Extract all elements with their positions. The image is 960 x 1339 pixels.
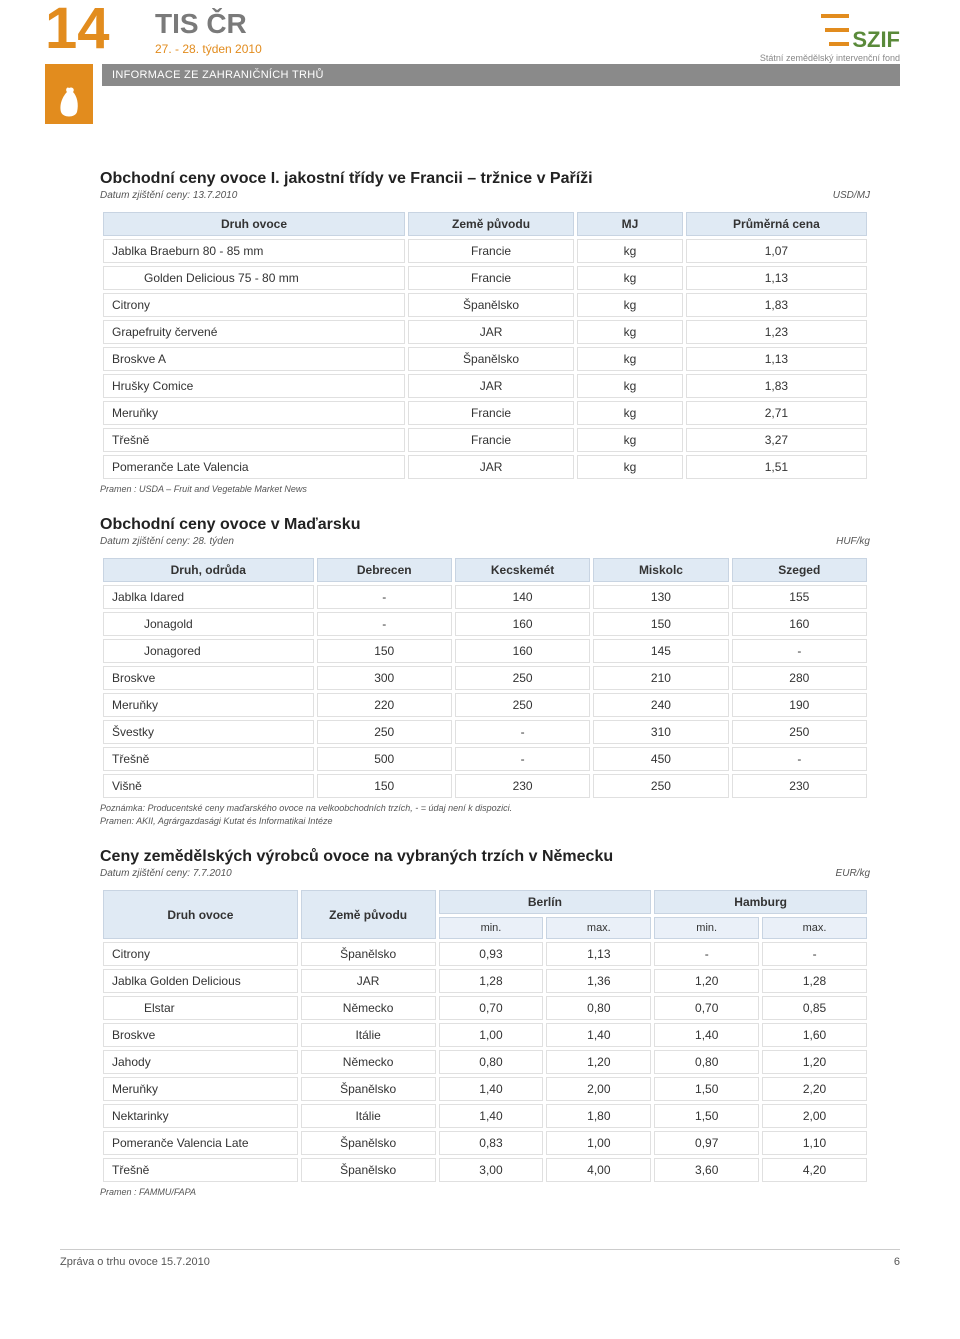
table3-title: Ceny zemědělských výrobců ovoce na vybra…: [100, 848, 870, 866]
table-subheader: max.: [762, 917, 867, 939]
table-row: Jablka Golden Delicious JAR 1,281,361,20…: [103, 969, 867, 993]
table1-source: Pramen : USDA – Fruit and Vegetable Mark…: [100, 484, 870, 496]
table-header: Země původu: [408, 212, 574, 236]
table-subheader: max.: [546, 917, 651, 939]
table-row: Citrony Španělsko 0,931,13--: [103, 942, 867, 966]
table2-title: Obchodní ceny ovoce v Maďarsku: [100, 516, 870, 534]
table1-date: Datum zjištění ceny: 13.7.2010: [100, 190, 237, 201]
footer-left: Zpráva o trhu ovoce 15.7.2010: [60, 1256, 210, 1268]
week-range: 27. - 28. týden 2010: [155, 42, 262, 56]
table-subheader: min.: [654, 917, 759, 939]
page-number: 14: [45, 0, 110, 58]
table-header: Szeged: [732, 558, 867, 582]
footer-page: 6: [894, 1256, 900, 1268]
table-subheader: min.: [439, 917, 544, 939]
table-row: Elstar Německo 0,700,800,700,85: [103, 996, 867, 1020]
table-header: Hamburg: [654, 890, 867, 914]
table3-date: Datum zjištění ceny: 7.7.2010: [100, 868, 232, 879]
table-row: Jablka Idared -140130155: [103, 585, 867, 609]
table-row: Jonagored 150160145-: [103, 639, 867, 663]
table3-source: Pramen : FAMMU/FAPA: [100, 1187, 870, 1199]
table-header: Země původu: [301, 890, 436, 939]
table-row: Třešně 500-450-: [103, 747, 867, 771]
table-row: Pomeranče Valencia Late Španělsko 0,831,…: [103, 1131, 867, 1155]
table-header: Berlín: [439, 890, 652, 914]
table-header: Debrecen: [317, 558, 452, 582]
table-row: Broskve Itálie 1,001,401,401,60: [103, 1023, 867, 1047]
table-header: MJ: [577, 212, 683, 236]
table2-source: Pramen: AKII, Agrárgazdasági Kutat és In…: [100, 816, 870, 828]
table-row: Višně 150230250230: [103, 774, 867, 798]
table1-title: Obchodní ceny ovoce I. jakostní třídy ve…: [100, 170, 870, 188]
table-row: Citrony Španělsko kg 1,83: [103, 293, 867, 317]
side-accent: [45, 64, 93, 124]
page-footer: Zpráva o trhu ovoce 15.7.2010 6: [60, 1249, 900, 1274]
table3-unit: EUR/kg: [836, 868, 870, 879]
table-header: Druh, odrůda: [103, 558, 314, 582]
table-row: Švestky 250-310250: [103, 720, 867, 744]
table-row: Třešně Španělsko 3,004,003,604,20: [103, 1158, 867, 1182]
table-row: Meruňky Španělsko 1,402,001,502,20: [103, 1077, 867, 1101]
table2-date: Datum zjištění ceny: 28. týden: [100, 536, 234, 547]
page-header: 14 TIS ČR 27. - 28. týden 2010 INFORMACE…: [0, 0, 960, 120]
table-row: Třešně Francie kg 3,27: [103, 428, 867, 452]
info-bar: INFORMACE ZE ZAHRANIČNÍCH TRHŮ: [102, 64, 900, 86]
table-row: Jablka Braeburn 80 - 85 mm Francie kg 1,…: [103, 239, 867, 263]
table2-note: Poznámka: Producentské ceny maďarského o…: [100, 803, 870, 815]
table-row: Hrušky Comice JAR kg 1,83: [103, 374, 867, 398]
table-france: Druh ovoceZemě původuMJPrůměrná cena Jab…: [100, 209, 870, 482]
table-row: Nektarinky Itálie 1,401,801,502,00: [103, 1104, 867, 1128]
table-row: Pomeranče Late Valencia JAR kg 1,51: [103, 455, 867, 479]
szif-bars-icon: [821, 8, 849, 50]
table-row: Meruňky 220250240190: [103, 693, 867, 717]
table-header: Druh ovoce: [103, 890, 298, 939]
table-row: Broskve 300250210280: [103, 666, 867, 690]
tis-logo: TIS ČR: [155, 8, 247, 40]
table-header: Miskolc: [593, 558, 728, 582]
table-row: Broskve A Španělsko kg 1,13: [103, 347, 867, 371]
table-header: Průměrná cena: [686, 212, 867, 236]
table-row: Golden Delicious 75 - 80 mm Francie kg 1…: [103, 266, 867, 290]
table2-unit: HUF/kg: [836, 536, 870, 547]
table-row: Grapefruity červené JAR kg 1,23: [103, 320, 867, 344]
table-header: Druh ovoce: [103, 212, 405, 236]
table-germany: Druh ovoce Země původu Berlín Hamburg mi…: [100, 887, 870, 1185]
table-header: Kecskemét: [455, 558, 590, 582]
pear-icon: [53, 82, 85, 129]
szif-logo: SZIF Státní zemědělský intervenční fond: [760, 8, 900, 63]
table-row: Jahody Německo 0,801,200,801,20: [103, 1050, 867, 1074]
table-row: Meruňky Francie kg 2,71: [103, 401, 867, 425]
table-row: Jonagold -160150160: [103, 612, 867, 636]
table-hungary: Druh, odrůdaDebrecenKecskemétMiskolcSzeg…: [100, 555, 870, 801]
table1-unit: USD/MJ: [833, 190, 870, 201]
